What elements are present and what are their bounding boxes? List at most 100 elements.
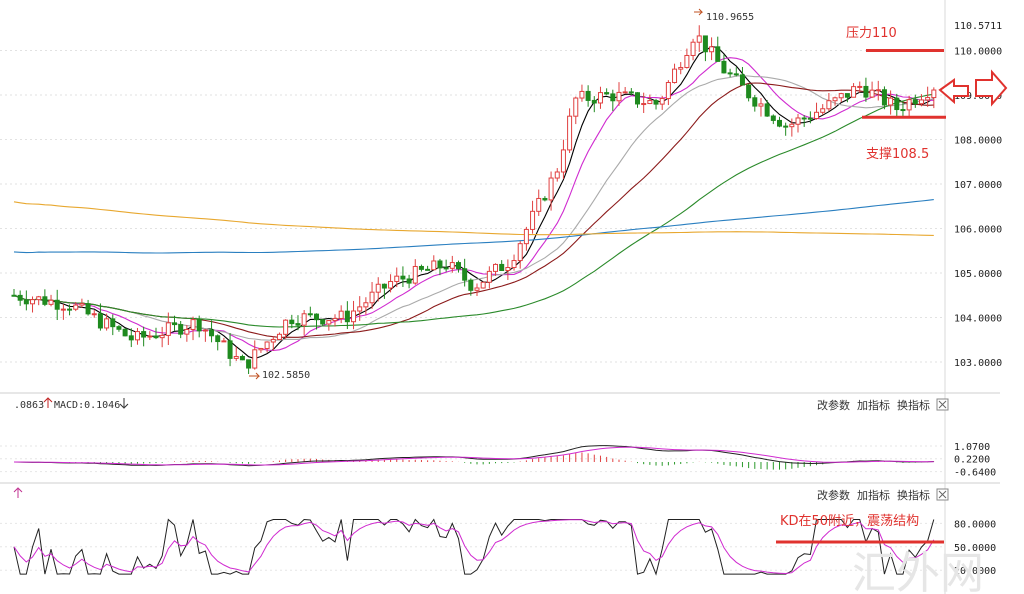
- candle-body: [134, 331, 140, 341]
- candle-body: [530, 210, 536, 230]
- candle-body: [746, 84, 752, 99]
- kd-k-line: [13, 518, 935, 576]
- up-arrow-icon: [43, 397, 53, 408]
- low-label: 102.5850: [262, 370, 310, 381]
- macd-add-indicator-button[interactable]: 加指标: [857, 398, 890, 412]
- candle-body: [85, 303, 91, 315]
- candle-body: [227, 340, 233, 359]
- candle-body: [159, 334, 165, 339]
- candle-body: [702, 35, 708, 53]
- kd-switch-indicator-button[interactable]: 换指标: [897, 488, 930, 502]
- kd-change-params-button[interactable]: 改参数: [817, 488, 850, 502]
- candle-body: [147, 335, 153, 338]
- candle-body: [388, 280, 394, 289]
- candle-body: [672, 68, 678, 84]
- price-tick-label: 105.0000: [954, 269, 1002, 280]
- candle-body: [604, 92, 610, 95]
- macd-dif-line: [13, 445, 934, 467]
- candle-body: [832, 97, 838, 102]
- candle-body: [270, 338, 276, 343]
- candle-body: [752, 97, 758, 107]
- candle-body: [264, 341, 270, 349]
- candle-body: [418, 265, 424, 270]
- candle-body: [184, 328, 190, 335]
- price-tick-label: 110.0000: [954, 47, 1002, 58]
- candle-body: [684, 54, 690, 68]
- candle-body: [511, 260, 517, 269]
- candle-body: [641, 103, 647, 106]
- candle-body: [468, 279, 474, 291]
- candle-body: [283, 319, 289, 335]
- candle-body: [709, 46, 715, 53]
- moving-averages: [13, 45, 935, 360]
- candle-body: [610, 93, 616, 102]
- candle-body: [153, 335, 159, 339]
- candle-body: [554, 171, 560, 179]
- kd-close-icon[interactable]: [936, 488, 949, 501]
- candle-body: [11, 294, 17, 297]
- macd-panel: 1.0700 0.2200 -0.6400: [0, 442, 996, 479]
- ma-line: [13, 93, 934, 328]
- candle-body: [486, 270, 492, 283]
- candle-body: [97, 313, 103, 329]
- macd-close-icon[interactable]: [936, 398, 949, 411]
- candle-body: [462, 268, 468, 281]
- candle-body: [918, 99, 924, 105]
- candle-body: [795, 117, 801, 125]
- candle-body: [394, 275, 400, 282]
- candle-body: [202, 329, 208, 332]
- candle-body: [820, 108, 826, 113]
- low-marker-icon: [249, 372, 261, 380]
- support-label: 支撑108.5: [866, 147, 929, 162]
- candle-body: [276, 333, 282, 340]
- candle-body: [425, 268, 431, 271]
- candle-body: [178, 324, 184, 335]
- candle-body: [363, 302, 369, 308]
- kd-tick-label: 80.0000: [954, 519, 996, 530]
- ma-line: [13, 57, 934, 352]
- candle-body: [912, 99, 918, 105]
- candle-body: [301, 313, 307, 326]
- candle-body: [295, 323, 301, 326]
- candle-body: [690, 41, 696, 56]
- candle-body: [307, 313, 313, 316]
- candle-body: [894, 97, 900, 111]
- candle-body: [715, 46, 721, 62]
- price-tick-label: 103.0000: [954, 358, 1002, 369]
- candle-body: [326, 320, 332, 325]
- kd-panel: 80.0000 50.0000 20.0000: [0, 518, 996, 577]
- ma-line: [13, 201, 934, 236]
- candle-body: [165, 322, 171, 336]
- candle-body: [480, 281, 486, 289]
- candle-body: [628, 91, 634, 94]
- candle-body: [900, 109, 906, 112]
- kd-add-indicator-button[interactable]: 加指标: [857, 488, 890, 502]
- macd-tick-label: 1.0700: [954, 442, 990, 453]
- candle-body: [246, 359, 252, 369]
- macd-change-params-button[interactable]: 改参数: [817, 398, 850, 412]
- watermark: 汇外网: [852, 548, 984, 594]
- candle-body: [412, 265, 418, 284]
- candle-body: [517, 243, 523, 262]
- resistance-label: 压力110: [846, 26, 897, 41]
- kd-tick-label: 20.0000: [954, 566, 996, 577]
- candle-body: [23, 299, 29, 305]
- candle-body: [122, 328, 128, 337]
- candle-body: [505, 267, 511, 272]
- macd-dea-line: [14, 446, 934, 466]
- candle-body: [844, 93, 850, 98]
- candle-body: [320, 319, 326, 325]
- candle-body: [906, 99, 912, 111]
- candle-body: [455, 262, 461, 270]
- candle-body: [215, 335, 221, 343]
- candle-body: [739, 74, 745, 86]
- candle-body: [770, 115, 776, 121]
- candle-body: [678, 66, 684, 70]
- candle-body: [567, 115, 573, 151]
- macd-switch-indicator-button[interactable]: 换指标: [897, 398, 930, 412]
- candle-body: [647, 100, 653, 105]
- candle-body: [209, 329, 215, 337]
- candle-body: [172, 322, 178, 326]
- ma-line: [13, 199, 934, 254]
- candle-body: [727, 72, 733, 75]
